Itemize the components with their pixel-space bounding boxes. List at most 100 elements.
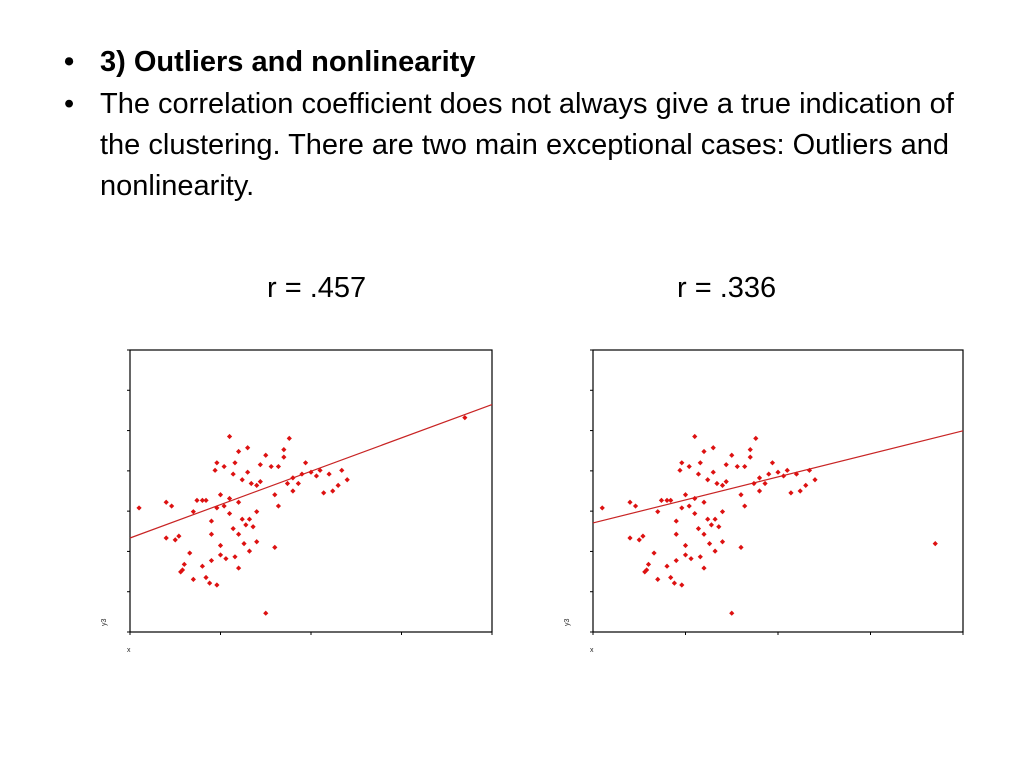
data-point (248, 480, 254, 487)
data-point (645, 561, 652, 567)
data-point (169, 503, 175, 509)
data-point (214, 460, 220, 466)
data-point (221, 463, 227, 470)
data-point (701, 531, 707, 537)
data-point (163, 535, 169, 541)
data-point (236, 531, 242, 537)
data-point (695, 526, 702, 532)
scatter-plot-2: x y3 (564, 349, 964, 654)
data-point (705, 477, 711, 483)
data-point (682, 542, 689, 549)
data-point (673, 531, 679, 537)
data-point (290, 475, 296, 481)
data-point (236, 448, 242, 455)
data-point (742, 463, 748, 470)
data-point (679, 460, 685, 466)
x-axis-label: x (590, 647, 594, 654)
data-point (673, 557, 679, 564)
data-point (232, 460, 238, 466)
data-point (688, 556, 694, 562)
data-point (775, 469, 781, 475)
data-point (230, 471, 236, 477)
data-point (677, 467, 683, 473)
data-point (257, 479, 263, 485)
data-point (719, 509, 726, 515)
data-point (788, 490, 794, 496)
data-point (275, 463, 282, 470)
data-point (651, 550, 657, 556)
data-point (738, 544, 744, 550)
data-point (636, 537, 642, 543)
data-point (751, 480, 757, 487)
data-point (339, 467, 345, 473)
data-point (230, 526, 236, 532)
data-point (762, 480, 768, 487)
data-point (317, 467, 323, 473)
data-point (250, 524, 256, 530)
data-point (236, 565, 242, 571)
data-point (172, 537, 178, 543)
data-point (344, 477, 350, 483)
data-point (226, 433, 233, 440)
data-point (723, 462, 729, 468)
regression-line (592, 430, 964, 524)
data-point (187, 550, 193, 556)
data-point (599, 505, 605, 511)
data-point (697, 460, 703, 466)
data-point (658, 497, 665, 503)
data-point (217, 542, 224, 549)
y-axis-label: y3 (564, 619, 571, 627)
data-point (712, 516, 718, 522)
chart-1-title: r = .457 (267, 272, 367, 304)
data-point (176, 533, 182, 539)
data-point (738, 492, 744, 498)
data-point (705, 516, 711, 522)
data-point (780, 473, 787, 479)
data-point (719, 482, 726, 488)
data-point (686, 463, 692, 470)
data-point (719, 539, 726, 545)
x-axis-label: x (127, 647, 131, 654)
data-point (710, 469, 716, 475)
data-point (239, 477, 245, 483)
data-point (281, 454, 287, 460)
data-point (679, 505, 685, 511)
data-point (701, 565, 707, 571)
data-point (239, 516, 245, 522)
data-point (806, 467, 813, 473)
data-point (729, 610, 735, 616)
data-point (932, 541, 938, 547)
data-point (263, 452, 269, 458)
data-point (769, 460, 776, 466)
data-point (313, 473, 320, 479)
data-point (734, 463, 740, 470)
bullet-glyph: • (64, 46, 75, 78)
data-point (671, 580, 677, 586)
data-point (664, 563, 670, 569)
chart-2-title: r = .336 (677, 272, 777, 304)
data-point (243, 522, 249, 528)
bullet-heading-text: 3) Outliers and nonlinearity (100, 46, 476, 78)
data-point (712, 548, 718, 554)
data-point (181, 561, 187, 567)
data-point (208, 531, 215, 537)
data-point (295, 480, 301, 487)
bullet-heading: • 3) Outliers and nonlinearity (60, 42, 960, 83)
data-point (208, 557, 215, 564)
data-point (330, 488, 336, 494)
data-point (136, 505, 142, 511)
data-point (766, 471, 772, 477)
bullet-glyph: • (64, 88, 75, 120)
data-point (190, 576, 196, 582)
data-point (263, 610, 269, 616)
data-point (245, 469, 251, 475)
data-point (756, 488, 763, 494)
data-point (655, 576, 661, 582)
data-point (686, 503, 692, 509)
data-point (742, 503, 748, 509)
data-point (190, 509, 196, 515)
data-point (199, 563, 205, 569)
data-point (226, 510, 233, 517)
data-point (697, 554, 703, 560)
bullet-list: • 3) Outliers and nonlinearity • The cor… (60, 42, 960, 208)
